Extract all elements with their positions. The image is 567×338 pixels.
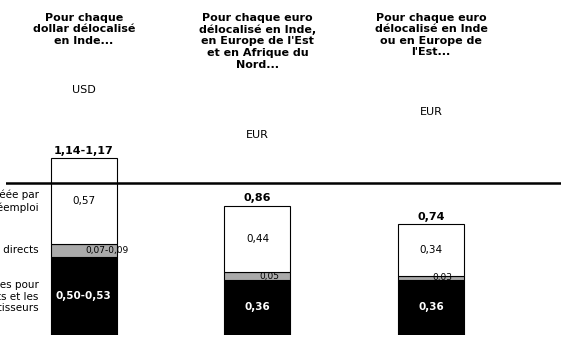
Bar: [51, 257, 117, 335]
Text: Pour chaque euro
délocalisé en Inde
ou en Europe de
l'Est...: Pour chaque euro délocalisé en Inde ou e…: [375, 13, 488, 57]
Text: 0,07-0,09: 0,07-0,09: [86, 246, 129, 255]
Bar: [398, 224, 464, 275]
Text: EUR: EUR: [246, 129, 269, 140]
Text: Économies pour
les clients et les
investisseurs: Économies pour les clients et les invest…: [0, 278, 39, 313]
Text: 0,36: 0,36: [244, 302, 270, 312]
Text: 0,50-0,53: 0,50-0,53: [56, 291, 112, 300]
Text: 0,57: 0,57: [72, 196, 95, 206]
Text: 0,36: 0,36: [418, 302, 444, 312]
Text: Bénéfices directs: Bénéfices directs: [0, 245, 39, 256]
Bar: [51, 158, 117, 244]
Bar: [51, 244, 117, 257]
Text: Pour chaque
dollar délocalisé
en Inde...: Pour chaque dollar délocalisé en Inde...: [33, 13, 135, 46]
Bar: [398, 275, 464, 280]
Text: 1,14-1,17: 1,14-1,17: [54, 146, 114, 156]
Text: 0,34: 0,34: [420, 245, 443, 255]
Text: 0,44: 0,44: [246, 234, 269, 244]
Bar: [225, 206, 290, 272]
Text: EUR: EUR: [420, 107, 442, 117]
Text: 0,74: 0,74: [417, 212, 445, 222]
Bar: [225, 280, 290, 335]
Text: 0,05: 0,05: [259, 272, 279, 281]
Text: USD: USD: [72, 85, 96, 95]
Text: Pour chaque euro
délocalisé en Inde,
en Europe de l'Est
et en Afrique du
Nord...: Pour chaque euro délocalisé en Inde, en …: [199, 13, 316, 70]
Text: Valeur créée par
le réemploi: Valeur créée par le réemploi: [0, 190, 39, 213]
Text: 0,03: 0,03: [433, 273, 453, 282]
Bar: [398, 280, 464, 335]
Text: 0,86: 0,86: [244, 193, 271, 203]
Bar: [225, 272, 290, 280]
